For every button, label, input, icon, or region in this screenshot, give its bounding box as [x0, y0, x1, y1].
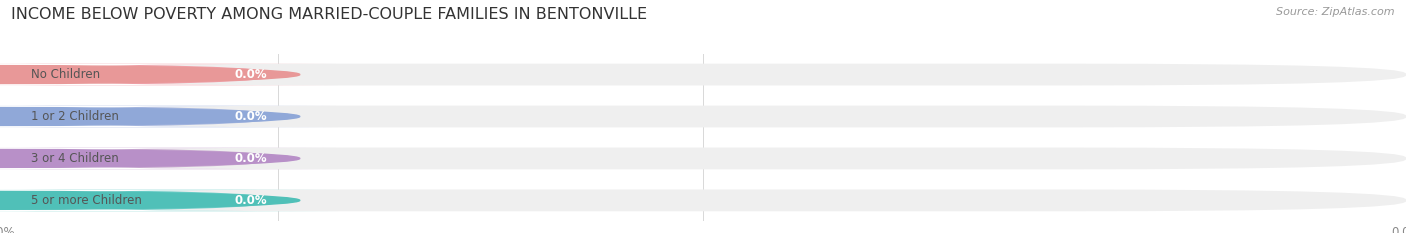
FancyBboxPatch shape — [0, 64, 337, 86]
Text: 1 or 2 Children: 1 or 2 Children — [31, 110, 118, 123]
Text: 0.0%: 0.0% — [235, 194, 267, 207]
FancyBboxPatch shape — [0, 147, 337, 169]
Text: INCOME BELOW POVERTY AMONG MARRIED-COUPLE FAMILIES IN BENTONVILLE: INCOME BELOW POVERTY AMONG MARRIED-COUPL… — [11, 7, 647, 22]
FancyBboxPatch shape — [0, 106, 1406, 127]
Text: 0.0%: 0.0% — [235, 110, 267, 123]
Text: 0.0%: 0.0% — [235, 68, 267, 81]
FancyBboxPatch shape — [0, 106, 337, 127]
FancyBboxPatch shape — [0, 189, 337, 211]
Circle shape — [0, 66, 299, 83]
Circle shape — [0, 150, 299, 167]
Circle shape — [0, 108, 299, 125]
FancyBboxPatch shape — [0, 189, 1406, 211]
Text: 0.0%: 0.0% — [235, 152, 267, 165]
FancyBboxPatch shape — [0, 147, 337, 169]
Text: Source: ZipAtlas.com: Source: ZipAtlas.com — [1277, 7, 1395, 17]
Circle shape — [0, 192, 299, 209]
FancyBboxPatch shape — [0, 64, 1406, 86]
Text: No Children: No Children — [31, 68, 100, 81]
FancyBboxPatch shape — [0, 64, 337, 86]
FancyBboxPatch shape — [0, 189, 337, 211]
Text: 5 or more Children: 5 or more Children — [31, 194, 142, 207]
Text: 3 or 4 Children: 3 or 4 Children — [31, 152, 118, 165]
FancyBboxPatch shape — [0, 147, 1406, 169]
FancyBboxPatch shape — [0, 106, 337, 127]
